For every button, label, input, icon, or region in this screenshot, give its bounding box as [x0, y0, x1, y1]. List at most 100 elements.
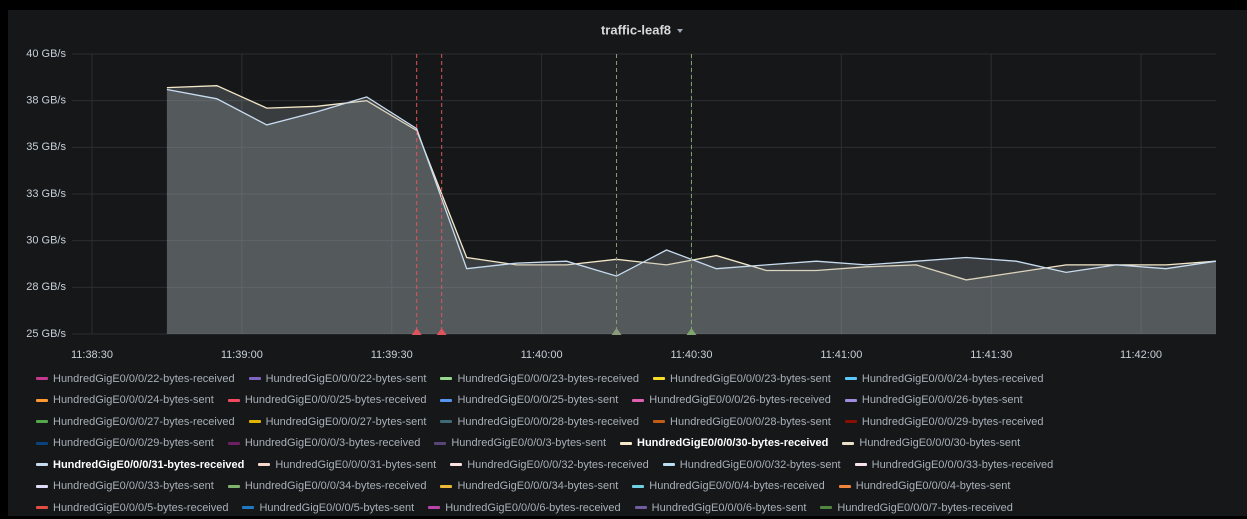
legend-entry[interactable]: HundredGigE0/0/0/32-bytes-sent: [662, 458, 841, 471]
legend-swatch: [36, 398, 48, 402]
legend-entry[interactable]: HundredGigE0/0/0/27-bytes-received: [36, 416, 235, 428]
annotation-marker: [611, 328, 622, 335]
x-tick-label: 11:39:00: [221, 349, 263, 361]
legend-entry[interactable]: HundredGigE0/0/0/26-bytes-sent: [844, 394, 1023, 407]
legend-label[interactable]: HundredGigE0/0/0/29-bytes-received: [861, 415, 1044, 428]
legend-label[interactable]: HundredGigE0/0/0/28-bytes-sent: [670, 415, 831, 428]
legend-label[interactable]: HundredGigE0/0/0/25-bytes-received: [244, 394, 427, 407]
legend-entry[interactable]: HundredGigE0/0/0/22-bytes-received: [36, 373, 235, 385]
legend-label[interactable]: HundredGigE0/0/0/3-bytes-received: [244, 437, 421, 450]
legend-swatch: [838, 484, 851, 488]
legend-label[interactable]: HundredGigE0/0/0/27-bytes-sent: [265, 415, 427, 428]
legend-label[interactable]: HundredGigE0/0/0/6-bytes-received: [445, 501, 621, 514]
legend-label[interactable]: HundredGigE0/0/0/3-bytes-sent: [451, 437, 607, 450]
legend-entry[interactable]: HundredGigE0/0/0/24-bytes-received: [844, 372, 1044, 385]
legend: HundredGigE0/0/0/22-bytes-received Hundre…: [36, 368, 1241, 519]
legend-entry[interactable]: HundredGigE0/0/0/25-bytes-sent: [440, 394, 618, 406]
legend-entry[interactable]: HundredGigE0/0/0/29-bytes-sent: [36, 437, 214, 449]
legend-label[interactable]: HundredGigE0/0/0/30-bytes-sent: [859, 437, 1021, 450]
legend-entry[interactable]: HundredGigE0/0/0/3-bytes-sent: [434, 437, 606, 449]
legend-entry[interactable]: HundredGigE0/0/0/29-bytes-received: [844, 415, 1044, 428]
legend-swatch: [36, 506, 48, 510]
legend-entry[interactable]: HundredGigE0/0/0/30-bytes-sent: [842, 437, 1020, 449]
legend-row: HundredGigE0/0/0/5-bytes-received Hundred…: [36, 497, 1241, 519]
legend-entry[interactable]: HundredGigE0/0/0/3-bytes-received: [227, 437, 421, 450]
legend-label[interactable]: HundredGigE0/0/0/31-bytes-received: [53, 458, 245, 471]
legend-entry[interactable]: HundredGigE0/0/0/28-bytes-sent: [653, 416, 831, 428]
legend-row: HundredGigE0/0/0/29-bytes-sent HundredGig…: [36, 433, 1241, 455]
x-tick-label: 11:40:00: [521, 349, 563, 361]
legend-swatch: [242, 506, 255, 510]
legend-label[interactable]: HundredGigE0/0/0/23-bytes-sent: [670, 372, 831, 385]
legend-entry[interactable]: HundredGigE0/0/0/22-bytes-sent: [248, 372, 427, 385]
legend-label[interactable]: HundredGigE0/0/0/22-bytes-sent: [265, 372, 427, 385]
legend-label[interactable]: HundredGigE0/0/0/27-bytes-received: [53, 415, 235, 428]
legend-label[interactable]: HundredGigE0/0/0/24-bytes-received: [861, 372, 1044, 385]
legend-entry[interactable]: HundredGigE0/0/0/4-bytes-received: [632, 480, 825, 493]
legend-entry[interactable]: HundredGigE0/0/0/28-bytes-received: [440, 416, 639, 428]
legend-entry[interactable]: HundredGigE0/0/0/34-bytes-received: [227, 480, 427, 493]
legend-label[interactable]: HundredGigE0/0/0/5-bytes-received: [53, 501, 229, 514]
legend-label[interactable]: HundredGigE0/0/0/25-bytes-sent: [457, 394, 619, 407]
legend-swatch: [248, 420, 261, 424]
legend-entry[interactable]: HundredGigE0/0/0/23-bytes-sent: [653, 373, 831, 385]
legend-label[interactable]: HundredGigE0/0/0/24-bytes-sent: [53, 394, 214, 407]
legend-entry[interactable]: HundredGigE0/0/0/5-bytes-sent: [242, 502, 414, 514]
legend-label[interactable]: HundredGigE0/0/0/26-bytes-sent: [861, 394, 1023, 407]
legend-label[interactable]: HundredGigE0/0/0/31-bytes-sent: [275, 458, 437, 471]
panel-title[interactable]: traffic-leaf8: [601, 22, 671, 37]
legend-entry[interactable]: HundredGigE0/0/0/25-bytes-received: [227, 394, 427, 407]
legend-label[interactable]: HundredGigE0/0/0/26-bytes-received: [649, 394, 831, 407]
legend-label[interactable]: HundredGigE0/0/0/34-bytes-received: [244, 480, 427, 493]
legend-label[interactable]: HundredGigE0/0/0/23-bytes-received: [457, 372, 640, 385]
legend-entry[interactable]: HundredGigE0/0/0/27-bytes-sent: [248, 415, 427, 428]
legend-label[interactable]: HundredGigE0/0/0/22-bytes-received: [53, 372, 235, 385]
legend-entry[interactable]: HundredGigE0/0/0/34-bytes-sent: [440, 480, 618, 492]
legend-entry[interactable]: HundredGigE0/0/0/33-bytes-received: [854, 458, 1054, 471]
y-tick-label: 30 GB/s: [26, 235, 66, 247]
x-tick-label: 11:41:30: [970, 349, 1012, 361]
legend-label[interactable]: HundredGigE0/0/0/30-bytes-received: [637, 437, 829, 450]
legend-entry[interactable]: HundredGigE0/0/0/31-bytes-received: [36, 459, 244, 471]
title-caret[interactable]: [677, 29, 683, 33]
legend-entry[interactable]: HundredGigE0/0/0/30-bytes-received: [620, 437, 828, 449]
legend-swatch: [653, 377, 666, 381]
annotation-marker: [686, 328, 697, 335]
legend-row: HundredGigE0/0/0/27-bytes-received Hundre…: [36, 411, 1241, 433]
legend-swatch: [620, 441, 633, 445]
legend-entry[interactable]: HundredGigE0/0/0/4-bytes-sent: [838, 480, 1011, 493]
legend-label[interactable]: HundredGigE0/0/0/33-bytes-sent: [53, 480, 214, 493]
legend-label[interactable]: HundredGigE0/0/0/28-bytes-received: [457, 415, 640, 428]
legend-swatch: [227, 441, 240, 445]
legend-swatch: [440, 484, 453, 488]
legend-swatch: [440, 420, 453, 424]
legend-swatch: [36, 441, 48, 445]
legend-entry[interactable]: HundredGigE0/0/0/26-bytes-received: [632, 394, 831, 406]
legend-entry[interactable]: HundredGigE0/0/0/31-bytes-sent: [258, 459, 436, 471]
legend-entry[interactable]: HundredGigE0/0/0/33-bytes-sent: [36, 480, 214, 492]
legend-label[interactable]: HundredGigE0/0/0/6-bytes-sent: [651, 501, 807, 514]
legend-label[interactable]: HundredGigE0/0/0/29-bytes-sent: [53, 437, 214, 450]
legend-row: HundredGigE0/0/0/24-bytes-sent HundredGig…: [36, 390, 1241, 412]
legend-label[interactable]: HundredGigE0/0/0/5-bytes-sent: [259, 501, 415, 514]
legend-entry[interactable]: HundredGigE0/0/0/6-bytes-sent: [634, 501, 807, 514]
legend-label[interactable]: HundredGigE0/0/0/34-bytes-sent: [457, 480, 619, 493]
legend-label[interactable]: HundredGigE0/0/0/4-bytes-received: [649, 480, 825, 493]
legend-entry[interactable]: HundredGigE0/0/0/32-bytes-received: [450, 459, 649, 471]
legend-entry[interactable]: HundredGigE0/0/0/5-bytes-received: [36, 502, 228, 514]
legend-entry[interactable]: HundredGigE0/0/0/6-bytes-received: [428, 501, 621, 514]
legend-swatch: [36, 377, 48, 381]
legend-label[interactable]: HundredGigE0/0/0/4-bytes-sent: [855, 480, 1011, 493]
legend-label[interactable]: HundredGigE0/0/0/32-bytes-received: [467, 458, 649, 471]
legend-label[interactable]: HundredGigE0/0/0/32-bytes-sent: [679, 458, 841, 471]
legend-label[interactable]: HundredGigE0/0/0/7-bytes-received: [837, 501, 1013, 514]
legend-swatch: [36, 463, 48, 467]
legend-swatch: [634, 506, 647, 510]
legend-entry[interactable]: HundredGigE0/0/0/23-bytes-received: [440, 373, 639, 385]
annotation-marker: [436, 328, 447, 335]
legend-swatch: [820, 506, 833, 510]
legend-label[interactable]: HundredGigE0/0/0/33-bytes-received: [871, 458, 1054, 471]
legend-entry[interactable]: HundredGigE0/0/0/24-bytes-sent: [36, 394, 214, 406]
legend-entry[interactable]: HundredGigE0/0/0/7-bytes-received: [820, 501, 1013, 514]
